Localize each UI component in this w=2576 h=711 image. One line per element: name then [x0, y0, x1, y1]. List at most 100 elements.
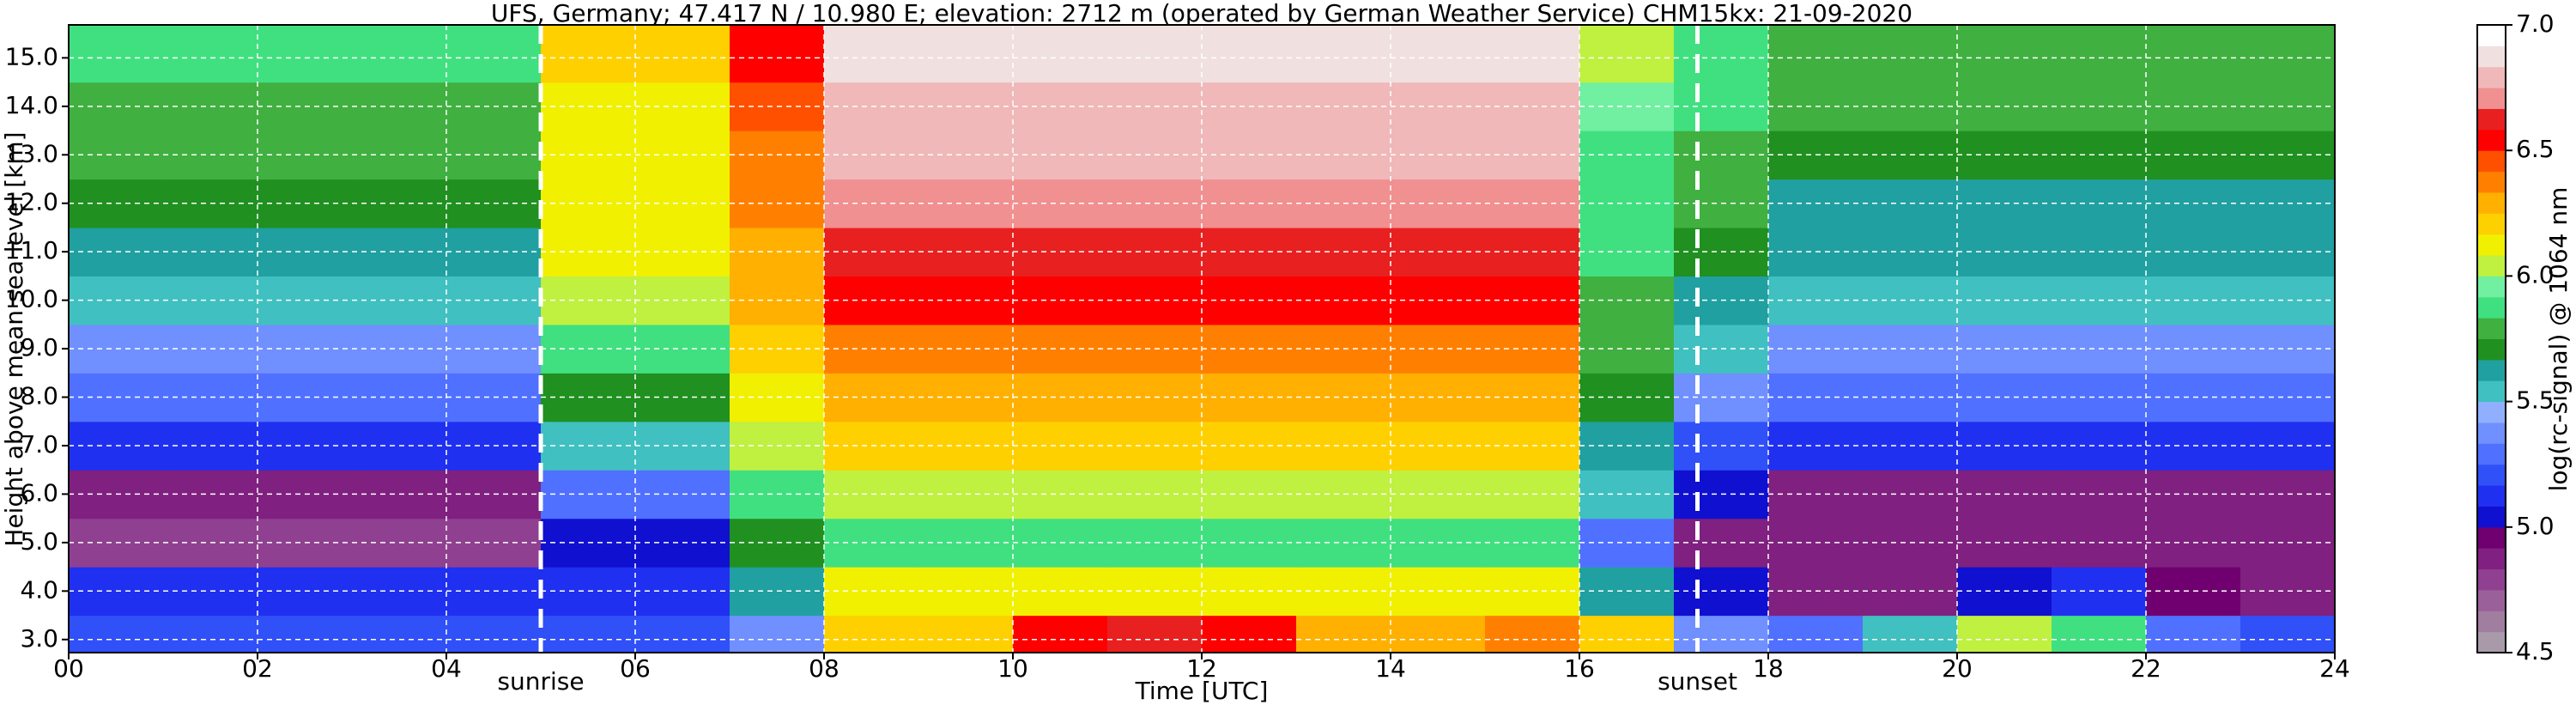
x-axis-label: Time [UTC] — [1135, 677, 1269, 705]
x-tick-label: 22 — [2131, 654, 2161, 683]
colorbar-swatch — [2477, 485, 2506, 507]
colorbar-tick-label: 6.5 — [2516, 135, 2555, 163]
heatmap-cell — [824, 25, 919, 83]
heatmap-cell — [824, 615, 919, 653]
colorbar-swatch — [2477, 338, 2506, 361]
heatmap-cell — [69, 25, 164, 83]
y-tick-label: 10.0 — [5, 285, 58, 313]
colorbar-swatch — [2477, 234, 2506, 256]
colorbar-tick-label: 4.5 — [2516, 637, 2555, 665]
heatmap-cell — [1768, 25, 1864, 83]
colorbar-swatch — [2477, 359, 2506, 381]
colorbar-swatch — [2477, 25, 2506, 46]
heatmap-cell — [352, 25, 447, 83]
y-axis-label: Height above mean sea level [km] — [0, 131, 28, 546]
x-tick-label: 08 — [809, 654, 839, 683]
colorbar-label: log(rc-signal) @ 1064 nm — [2544, 187, 2573, 492]
heatmap-cell — [918, 25, 1014, 83]
heatmap-cell — [258, 25, 353, 83]
colorbar-swatch — [2477, 296, 2506, 319]
heatmap-cell — [1863, 615, 1958, 653]
heatmap-cell — [69, 615, 164, 653]
heatmap-cell — [1485, 25, 1580, 83]
colorbar-swatch — [2477, 66, 2506, 88]
heatmap-cell — [1674, 25, 1769, 83]
heatmap-cell — [730, 25, 825, 83]
colorbar-swatch — [2477, 589, 2506, 611]
colorbar-swatch — [2477, 318, 2506, 339]
colorbar-swatch — [2477, 443, 2506, 465]
colorbar-swatch — [2477, 401, 2506, 423]
x-tick-label: 16 — [1564, 654, 1595, 683]
colorbar-swatch — [2477, 129, 2506, 151]
annotation-label: sunrise — [497, 667, 584, 696]
colorbar-swatch — [2477, 191, 2506, 214]
x-tick-label: 18 — [1753, 654, 1784, 683]
y-tick-label: 7.0 — [20, 430, 58, 459]
colorbar-swatch — [2477, 548, 2506, 570]
colorbar-swatch — [2477, 150, 2506, 173]
heatmap-cell — [2052, 25, 2147, 83]
y-tick-label: 14.0 — [5, 91, 58, 119]
x-tick-label: 00 — [53, 654, 84, 683]
x-tick-label: 14 — [1375, 654, 1406, 683]
colorbar-swatch — [2477, 255, 2506, 276]
heatmap-cell — [1957, 615, 2052, 653]
heatmap-cell — [2240, 25, 2336, 83]
heatmap-cell — [1768, 615, 1864, 653]
x-tick-label: 04 — [431, 654, 462, 683]
heatmap-cell — [1579, 615, 1675, 653]
heatmap-cell — [1296, 615, 1391, 653]
heatmap-cell — [1202, 615, 1297, 653]
colorbar-tick-label: 6.0 — [2516, 260, 2555, 289]
y-tick-label: 9.0 — [20, 333, 58, 362]
heatmap-cell — [730, 615, 825, 653]
heatmap-cell — [2240, 615, 2336, 653]
y-tick-label: 15.0 — [5, 42, 58, 70]
heatmap-cell — [1202, 25, 1297, 83]
heatmap-cell — [541, 25, 636, 83]
heatmap-cell — [1579, 25, 1675, 83]
colorbar-tick-label: 7.0 — [2516, 9, 2555, 38]
heatmap-cell — [352, 615, 447, 653]
colorbar-frame — [2476, 24, 2506, 653]
colorbar-swatch — [2477, 171, 2506, 193]
colorbar-tick-label: 5.5 — [2516, 386, 2555, 415]
x-tick-label: 12 — [1186, 654, 1217, 683]
annotation-label: sunset — [1658, 667, 1737, 696]
heatmap-cell — [2146, 615, 2241, 653]
heatmap-cell — [446, 615, 542, 653]
heatmap-cell — [163, 615, 258, 653]
colorbar-swatch — [2477, 526, 2506, 549]
heatmap-cell — [258, 615, 353, 653]
y-tick-label: 8.0 — [20, 382, 58, 410]
colorbar-swatch — [2477, 213, 2506, 235]
colorbar-swatch — [2477, 108, 2506, 131]
heatmap-cell — [1391, 25, 1486, 83]
colorbar-swatch — [2477, 276, 2506, 298]
heatmap-cell — [635, 615, 730, 653]
colorbar-swatch — [2477, 464, 2506, 486]
heatmap-cell — [2052, 615, 2147, 653]
x-tick-label: 02 — [242, 654, 273, 683]
heatmap-cell — [541, 615, 636, 653]
heatmap-cell — [1957, 25, 2052, 83]
heatmap-cell — [1013, 615, 1108, 653]
heatmap-cell — [1674, 615, 1769, 653]
y-tick-label: 5.0 — [20, 527, 58, 556]
colorbar-swatch — [2477, 380, 2506, 403]
heatmap-cell — [446, 25, 542, 83]
y-tick-label: 4.0 — [20, 575, 58, 604]
heatmap-cell — [635, 25, 730, 83]
heatmap-cell — [163, 25, 258, 83]
y-tick-label: 6.0 — [20, 478, 58, 507]
colorbar-swatch — [2477, 88, 2506, 109]
x-tick-label: 10 — [997, 654, 1028, 683]
colorbar-tick-label: 5.0 — [2516, 512, 2555, 540]
x-tick-label: 24 — [2319, 654, 2350, 683]
heatmap-cell — [1485, 615, 1580, 653]
colorbar-swatch — [2477, 506, 2506, 528]
x-tick-label: 06 — [620, 654, 651, 683]
